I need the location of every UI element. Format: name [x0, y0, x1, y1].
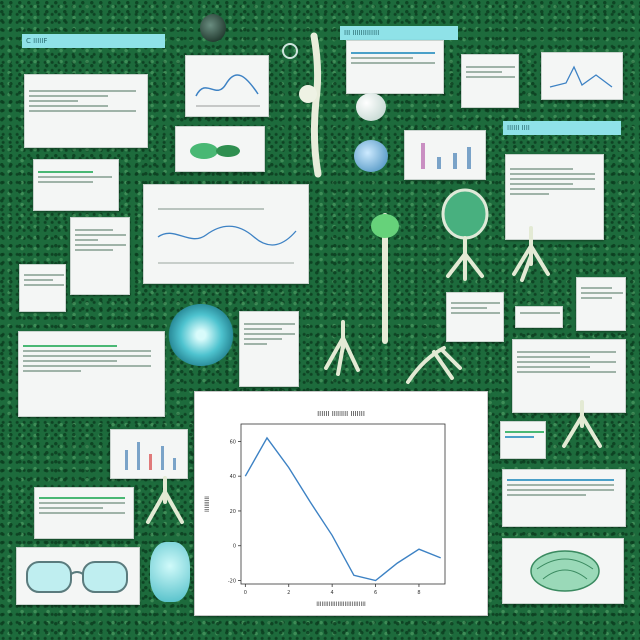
root-icon [318, 318, 368, 378]
x-tick-label: 6 [374, 590, 377, 596]
axis-ticks: 0 2 4 6 8 -20 0 20 40 60 [228, 439, 421, 596]
x-tick-label: 2 [287, 590, 290, 596]
plant-card [175, 126, 265, 172]
leaf-icon [190, 143, 240, 159]
y-tick-label: 20 [230, 509, 236, 515]
table-card [515, 306, 563, 328]
table-card [70, 217, 130, 295]
table-card [576, 277, 626, 331]
plant-stem-icon [360, 196, 410, 346]
text-card [18, 331, 165, 417]
chart-card [404, 130, 486, 180]
bone-icon [296, 30, 336, 180]
label-top-center: III IIIIIIIIIIIII [340, 26, 458, 40]
y-tick-label: 0 [233, 544, 236, 550]
root-icon [404, 338, 464, 388]
plot-frame [240, 423, 446, 585]
orb-icon [282, 43, 298, 59]
chart-card [541, 52, 623, 100]
globe-icon [354, 140, 388, 172]
chart-card [185, 55, 269, 117]
glasses-card [16, 547, 140, 605]
illustration-card [502, 538, 624, 604]
mini-line-chart [195, 74, 260, 107]
table-card [461, 54, 519, 108]
chart-canvas: IIIIII IIIIIIII IIIIIII IIIIIIIIIIIIIIII… [204, 410, 446, 608]
table-card [502, 469, 626, 527]
mini-bar-chart [421, 143, 471, 169]
jellyfish-icon [168, 304, 234, 366]
root-icon [552, 400, 612, 450]
series-line [244, 436, 441, 582]
table-card [500, 421, 546, 459]
pearl-icon [356, 93, 386, 121]
root-icon [506, 224, 556, 284]
x-tick-label: 8 [417, 590, 420, 596]
dark-orb-icon [200, 14, 226, 42]
chart-card [110, 429, 188, 479]
chart-title: IIIIII IIIIIIII IIIIIII [317, 410, 365, 418]
label-right: IIIIII IIII [503, 121, 621, 135]
chart-card [143, 184, 309, 284]
text-card [346, 40, 444, 94]
table-card [19, 264, 66, 312]
x-tick-label: 0 [244, 590, 247, 596]
root-icon [140, 476, 190, 526]
shell-icon [530, 550, 600, 592]
table-card [239, 311, 299, 387]
x-tick-label: 4 [331, 590, 334, 596]
wave-chart [157, 208, 297, 264]
table-card [34, 487, 134, 539]
text-card [24, 74, 148, 148]
chart-x-label: IIIIIIIIIIIIIIIIIIIIIIIIIIII [316, 601, 366, 608]
y-tick-label: 40 [230, 474, 236, 480]
glasses-icon [26, 561, 128, 593]
label-top-left: C IIIIIF [22, 34, 165, 48]
mini-bar-chart [125, 442, 176, 470]
text-card [505, 154, 604, 240]
main-line-chart: IIIIII IIIIIIII IIIIIII IIIIIIIIIIIIIIII… [194, 391, 488, 616]
mini-line-chart [549, 65, 613, 88]
text-card [512, 339, 626, 413]
root-icon [430, 184, 500, 284]
table-card [33, 159, 119, 211]
y-tick-label: -20 [228, 579, 236, 585]
table-card [446, 292, 504, 342]
chart-y-label: IIIIIIIII [204, 496, 211, 512]
capsule-icon [150, 542, 190, 602]
y-tick-label: 60 [230, 439, 236, 445]
